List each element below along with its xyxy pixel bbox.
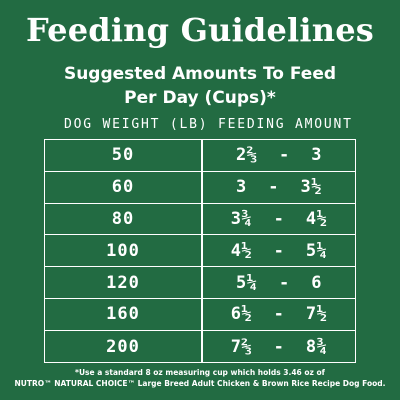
column-divider [201,140,203,171]
weight-cell: 100 [106,240,140,261]
column-divider [201,299,203,330]
table-row: 80 3¾ - 4½ [45,203,355,236]
column-header-amount: FEEDING AMOUNT [218,117,353,132]
table-row: 160 6½ - 7½ [45,299,355,331]
subtitle-line-2: Per Day (Cups)* [124,88,276,108]
footnote-line-1: *Use a standard 8 oz measuring cup which… [75,368,325,377]
column-divider [201,235,203,267]
amount-cell: 3¾ - 4½ [230,208,328,229]
footnote-line-2: NUTRO™ NATURAL CHOICE™ Large Breed Adult… [14,379,386,388]
page-title: Feeding Guidelines [25,11,375,49]
table-row: 50 2⅔ - 3 [45,140,355,172]
amount-cell: 4½ - 5¼ [230,240,328,261]
column-divider [201,267,203,298]
weight-cell: 120 [106,272,140,293]
subtitle-line-1: Suggested Amounts To Feed [63,64,337,84]
feeding-table: 50 2⅔ - 3 60 3 - 3½ 80 3¾ - 4½ 100 4½ - … [44,139,356,363]
column-divider [201,203,203,235]
amount-cell: 3 - 3½ [236,177,322,198]
table-row: 200 7⅔ - 8¾ [45,330,355,363]
amount-cell: 5¼ - 6 [236,272,322,293]
column-divider [201,171,203,203]
table-row: 100 4½ - 5¼ [45,235,355,268]
weight-cell: 80 [111,208,135,229]
amount-cell: 6½ - 7½ [230,304,328,325]
column-header-weight: DOG WEIGHT (LB) [64,117,209,132]
weight-cell: 60 [111,177,135,198]
amount-cell: 7⅔ - 8¾ [230,336,328,357]
weight-cell: 200 [106,336,140,357]
table-row: 60 3 - 3½ [45,171,355,204]
table-row: 120 5¼ - 6 [45,267,355,299]
amount-cell: 2⅔ - 3 [236,145,322,166]
weight-cell: 160 [106,304,140,325]
weight-cell: 50 [111,145,135,166]
column-divider [201,330,203,363]
